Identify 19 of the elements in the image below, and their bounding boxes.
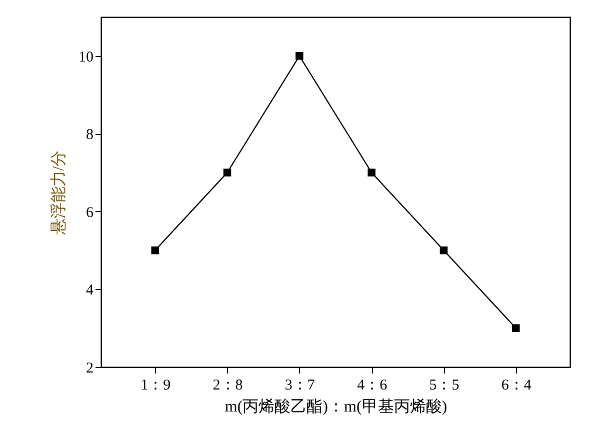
y-tick-label: 2 bbox=[86, 360, 94, 376]
x-tick-label: 3：7 bbox=[284, 378, 316, 394]
y-axis-title: 悬浮能力/分 bbox=[50, 150, 68, 236]
point bbox=[223, 168, 232, 176]
point bbox=[512, 324, 520, 332]
x-tick-label: 1：9 bbox=[140, 378, 171, 394]
y-tick-label: 4 bbox=[86, 282, 94, 299]
y-tick-label: 6 bbox=[86, 204, 94, 221]
x-tick-label: 6：4 bbox=[501, 378, 532, 394]
point bbox=[296, 52, 304, 60]
x-tick-label: 5：5 bbox=[429, 378, 460, 394]
point bbox=[440, 246, 448, 254]
x-axis-title: m(丙烯酸乙酯)：m(甲基丙烯酸) bbox=[224, 398, 448, 416]
x-tick-label: 2：8 bbox=[212, 378, 243, 394]
y-tick-label: 8 bbox=[86, 127, 94, 144]
x-tick-label: 4：6 bbox=[357, 378, 388, 394]
point bbox=[368, 168, 376, 176]
point bbox=[151, 246, 159, 254]
y-tick-label: 10 bbox=[78, 49, 94, 66]
